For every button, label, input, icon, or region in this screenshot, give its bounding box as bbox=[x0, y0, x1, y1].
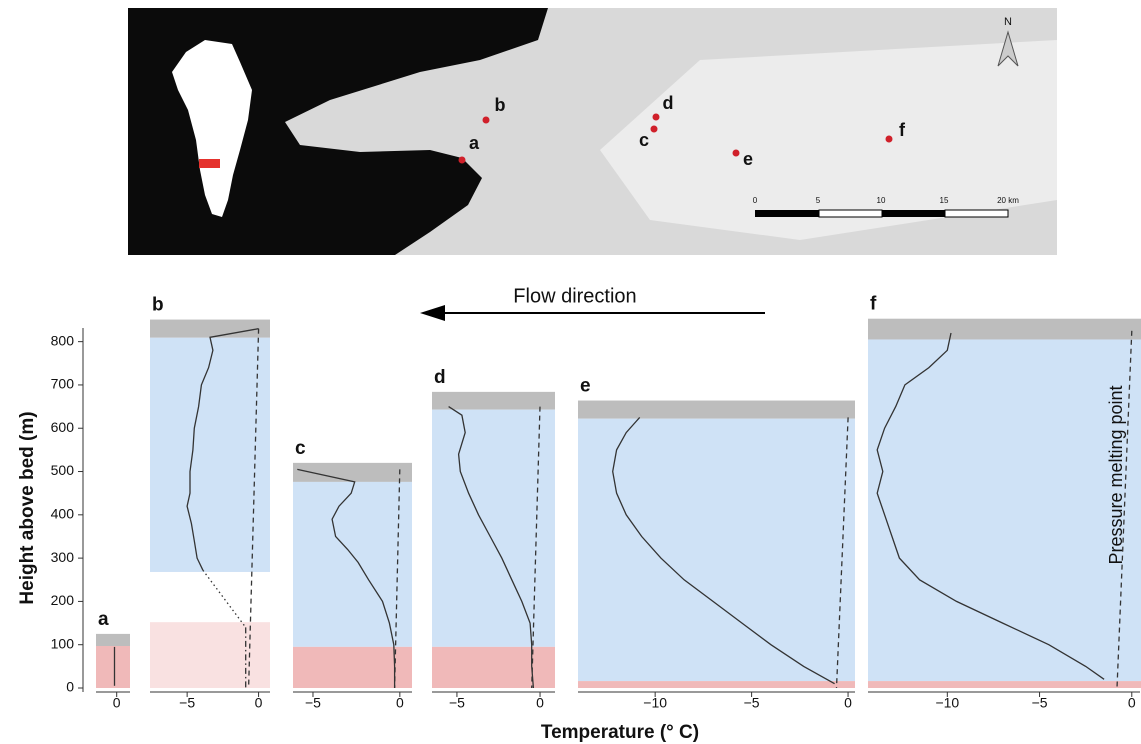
site-marker bbox=[886, 136, 893, 143]
x-tick-label: 0 bbox=[844, 695, 852, 711]
x-tick-label: 0 bbox=[1128, 695, 1136, 711]
y-tick-label: 600 bbox=[51, 419, 75, 435]
y-tick-label: 400 bbox=[51, 506, 75, 522]
layer-band bbox=[96, 646, 130, 688]
layer-band bbox=[578, 681, 855, 688]
layer-band bbox=[868, 319, 1141, 340]
x-tick-label: −5 bbox=[1032, 695, 1048, 711]
layer-band bbox=[96, 634, 130, 646]
site-label: c bbox=[639, 130, 649, 150]
panel-label: f bbox=[870, 294, 877, 315]
x-tick-label: −5 bbox=[305, 695, 321, 711]
x-tick-label: 0 bbox=[396, 695, 404, 711]
site-marker bbox=[459, 157, 466, 164]
flow-label: Flow direction bbox=[513, 285, 636, 307]
north-label: N bbox=[1004, 16, 1012, 28]
layer-band bbox=[578, 419, 855, 681]
layer-band bbox=[150, 320, 270, 338]
y-tick-label: 500 bbox=[51, 462, 75, 478]
layer-band bbox=[578, 401, 855, 419]
scale-label: 5 bbox=[816, 196, 821, 205]
panel-label: a bbox=[98, 609, 109, 630]
panel-label: b bbox=[152, 295, 164, 316]
x-tick-label: 0 bbox=[113, 695, 121, 711]
map: N bbox=[128, 8, 1057, 255]
site-label: f bbox=[899, 120, 906, 140]
y-tick-label: 100 bbox=[51, 635, 75, 651]
layer-band bbox=[868, 681, 1141, 688]
site-label: e bbox=[743, 149, 753, 169]
x-tick-label: 0 bbox=[536, 695, 544, 711]
x-axis-title: Temperature (° C) bbox=[541, 722, 699, 743]
layer-band bbox=[293, 482, 412, 647]
site-marker bbox=[653, 114, 660, 121]
layer-band bbox=[150, 622, 270, 688]
pmp-label: Pressure melting point bbox=[1106, 385, 1126, 564]
x-tick-label: 0 bbox=[255, 695, 263, 711]
y-axis-title: Height above bed (m) bbox=[17, 411, 38, 604]
scale-label: 10 bbox=[877, 196, 886, 205]
scale-label: 0 bbox=[753, 196, 758, 205]
layer-band bbox=[868, 339, 1141, 681]
layer-band bbox=[432, 392, 555, 410]
x-tick-label: −10 bbox=[643, 695, 667, 711]
scale-bar bbox=[755, 210, 1008, 217]
y-tick-label: 200 bbox=[51, 592, 75, 608]
site-marker bbox=[733, 150, 740, 157]
x-tick-label: −5 bbox=[744, 695, 760, 711]
panel-label: d bbox=[434, 367, 446, 388]
y-tick-label: 0 bbox=[66, 679, 74, 695]
y-tick-label: 300 bbox=[51, 549, 75, 565]
flow-arrowhead bbox=[420, 305, 445, 321]
figure: N Flow direction Temperature (° C) abcde… bbox=[0, 0, 1141, 744]
x-tick-label: −5 bbox=[449, 695, 465, 711]
study-area bbox=[199, 159, 220, 168]
panel-label: c bbox=[295, 438, 306, 459]
scale-label: 15 bbox=[940, 196, 949, 205]
panel-label: e bbox=[580, 376, 591, 397]
site-label: a bbox=[469, 133, 480, 153]
scale-label: 20 km bbox=[997, 196, 1019, 205]
layer-band bbox=[432, 647, 555, 688]
site-marker bbox=[651, 126, 658, 133]
site-marker bbox=[483, 117, 490, 124]
profile-line bbox=[203, 570, 246, 627]
y-tick-label: 800 bbox=[51, 332, 75, 348]
x-tick-label: −5 bbox=[179, 695, 195, 711]
site-label: d bbox=[663, 93, 674, 113]
layer-band bbox=[150, 338, 270, 572]
y-tick-label: 700 bbox=[51, 376, 75, 392]
site-label: b bbox=[495, 95, 506, 115]
x-tick-label: −10 bbox=[935, 695, 959, 711]
